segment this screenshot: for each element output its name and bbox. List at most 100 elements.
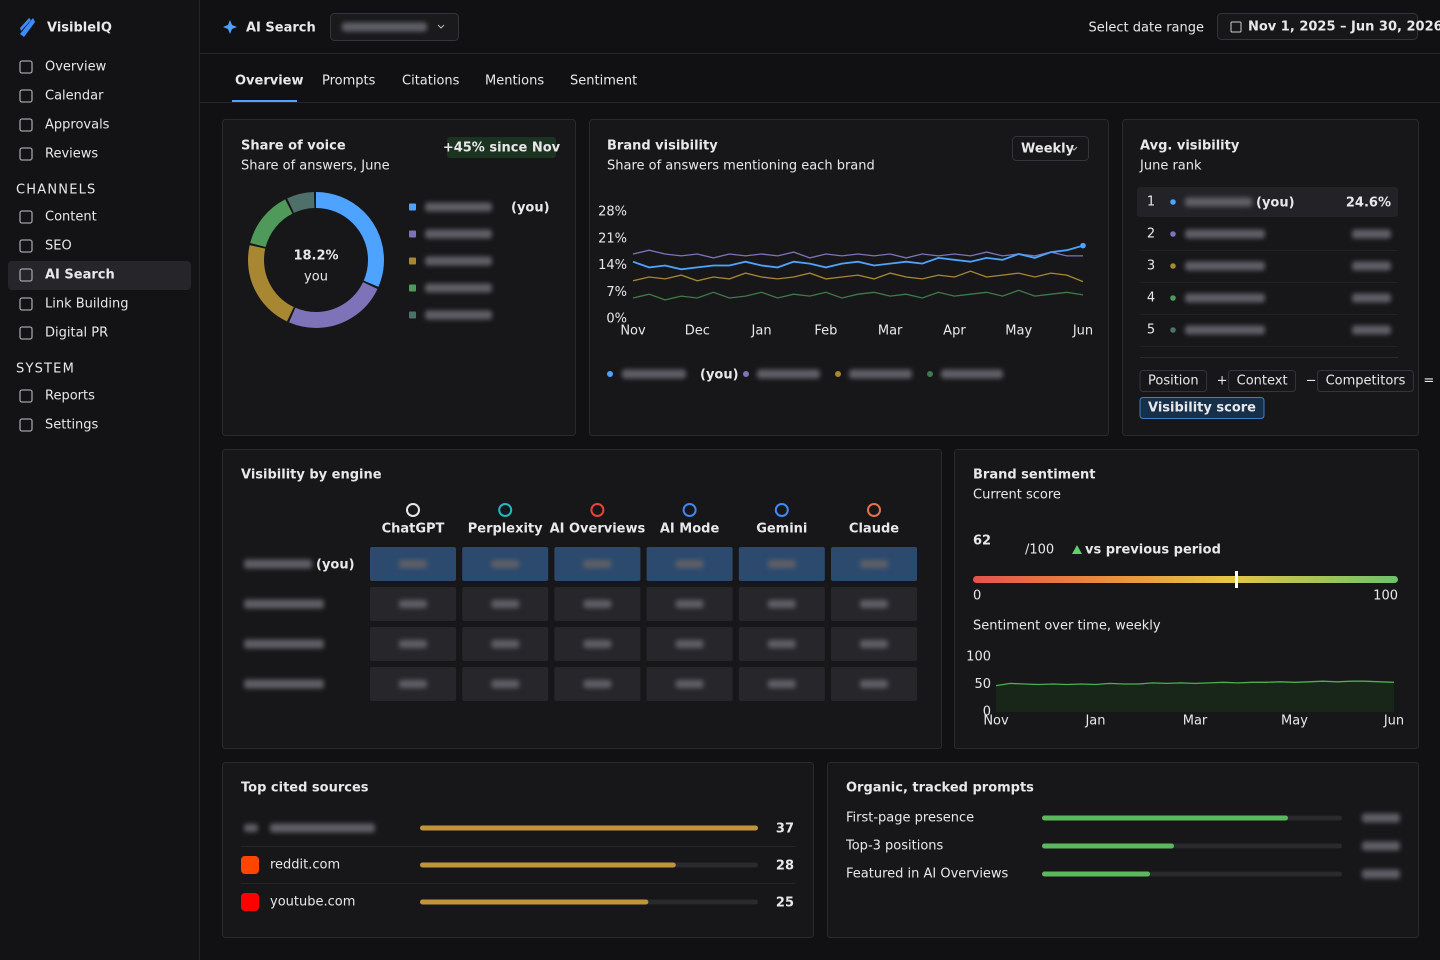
sidebar (0, 0, 200, 960)
nav-icon (19, 418, 33, 432)
nav-active (8, 261, 191, 290)
card-title: Top cited sources (241, 781, 369, 796)
nav-icon (19, 268, 33, 282)
legend-swatch (409, 257, 416, 265)
blurred-text (1362, 841, 1400, 851)
operator: − (1306, 374, 1317, 389)
engine-icon (774, 503, 789, 517)
sparkle-icon (223, 20, 237, 34)
nav-item[interactable]: Approvals (45, 118, 110, 133)
nav-item[interactable]: Reports (45, 389, 95, 404)
blurred-text (1185, 293, 1265, 303)
nav-icon (19, 210, 33, 224)
tab[interactable]: Sentiment (570, 74, 637, 89)
tab[interactable]: Mentions (485, 74, 544, 89)
interval-dropdown[interactable] (1012, 136, 1089, 161)
result-chip (1139, 397, 1265, 419)
donut-center-value: 18.2% (293, 249, 338, 264)
series-line (632, 289, 1084, 301)
nav-item[interactable]: AI Search (45, 268, 115, 283)
donut-center-label: you (304, 270, 328, 285)
nav-item[interactable]: Overview (45, 60, 107, 75)
nav-item[interactable]: SEO (45, 239, 72, 254)
legend-dot (607, 371, 613, 377)
blurred-text (491, 600, 520, 608)
engine-icon (682, 503, 697, 517)
blurred-text (244, 679, 324, 689)
blurred-text (1352, 229, 1391, 239)
nav-icon (19, 89, 33, 103)
blurred-text (941, 369, 1003, 379)
bar-value: 28 (776, 859, 794, 874)
card-subtitle: June rank (1139, 159, 1202, 174)
blurred-text (583, 560, 612, 568)
bar-value: 25 (776, 896, 794, 911)
blurred-text (757, 369, 820, 379)
blurred-text (244, 599, 324, 609)
logo (20, 18, 35, 37)
tab[interactable]: Citations (402, 74, 460, 89)
rank: 4 (1147, 291, 1155, 306)
nav-icon (19, 239, 33, 253)
donut-segment (248, 192, 384, 328)
nav-item[interactable]: Reviews (45, 147, 98, 162)
chip-label: Context (1237, 374, 1288, 389)
legend-dot (927, 371, 933, 377)
page-title: AI Search (246, 21, 316, 36)
blurred-text (583, 640, 612, 648)
blurred-text (1185, 229, 1265, 239)
y-tick-label: 50 (974, 677, 991, 692)
tab[interactable]: Overview (235, 74, 304, 89)
blurred-text (399, 600, 427, 608)
row-highlight (1137, 187, 1398, 217)
blurred-text (849, 369, 912, 379)
nav-item[interactable]: Content (45, 210, 97, 225)
blurred-text (425, 310, 492, 320)
x-tick-label: May (1281, 714, 1308, 729)
blurred-text (860, 600, 888, 608)
card (589, 119, 1109, 436)
gauge (973, 576, 1398, 583)
date-range-button[interactable] (1217, 13, 1418, 40)
tab[interactable]: Prompts (322, 74, 376, 89)
nav-item[interactable]: Calendar (45, 89, 104, 104)
badge-text: +45% since Nov (443, 141, 561, 156)
blurred-text (425, 283, 492, 293)
nav-item[interactable]: Digital PR (45, 326, 108, 341)
rank: 1 (1147, 195, 1155, 210)
chip-label: Position (1148, 374, 1199, 389)
blurred-text (399, 640, 427, 648)
card-subtitle: Current score (973, 488, 1061, 503)
blurred-text (491, 680, 520, 688)
source-icon (241, 893, 259, 911)
card-subtitle: Share of answers, June (241, 159, 390, 174)
y-tick-label: 0 (983, 705, 991, 720)
x-tick-label: Nov (983, 714, 1009, 729)
blurred-text (425, 256, 492, 266)
x-tick-label: Jun (1383, 714, 1404, 729)
y-tick-label: 0% (606, 312, 627, 327)
blurred-text (675, 640, 704, 648)
engine-name: Claude (849, 522, 899, 537)
legend-dot (743, 371, 749, 377)
operator: + (1217, 374, 1228, 389)
card (827, 762, 1419, 938)
nav-item[interactable]: Link Building (45, 297, 129, 312)
blurred-text (583, 680, 612, 688)
legend-swatch (409, 284, 416, 292)
nav-heading: SYSTEM (16, 362, 75, 377)
y-tick-label: 100 (966, 650, 991, 665)
chevron (1070, 146, 1078, 151)
chart-title: Sentiment over time, weekly (973, 619, 1161, 634)
chip (1139, 370, 1208, 392)
sentiment-area (996, 681, 1394, 712)
legend-dot (1170, 295, 1176, 301)
tab-underline (232, 100, 297, 102)
card (222, 762, 814, 938)
nav-item[interactable]: Settings (45, 418, 99, 433)
badge (447, 137, 556, 158)
y-tick-label: 21% (598, 231, 627, 246)
legend-swatch (409, 311, 416, 319)
trend-label: vs previous period (1085, 543, 1221, 558)
series-line (632, 270, 1084, 283)
